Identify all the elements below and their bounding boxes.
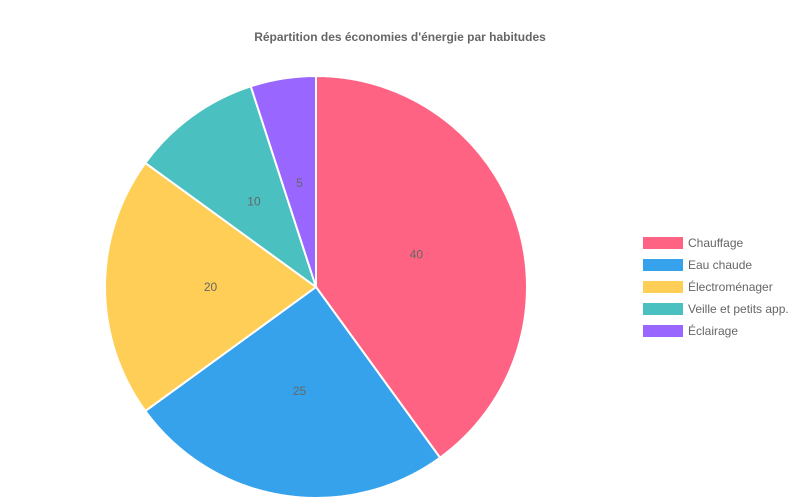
legend: Chauffage Eau chaude Électroménager Veille … [643, 236, 789, 338]
legend-item-veille-et-petits-app[interactable]: Veille et petits app. [643, 302, 789, 316]
pie-slice-electromenager[interactable] [103, 161, 318, 413]
chart-title: Répartition des économies d'énergie par … [254, 30, 546, 44]
pie-slice-chauffage[interactable] [315, 74, 528, 460]
legend-item-chauffage[interactable]: Chauffage [643, 236, 743, 250]
legend-swatch [643, 303, 683, 315]
pie-slice-eclairage[interactable] [249, 74, 317, 288]
slice-value-label: 10 [247, 195, 261, 209]
legend-swatch [643, 281, 683, 293]
slice-value-label: 40 [410, 247, 424, 261]
legend-item-eau-chaude[interactable]: Eau chaude [643, 258, 752, 272]
pie-slices [103, 74, 528, 499]
legend-label: Éclairage [688, 323, 738, 338]
legend-item-electromenager[interactable]: Électroménager [643, 279, 773, 294]
pie-slice-eau-chaude[interactable] [143, 285, 442, 499]
legend-label: Électroménager [688, 279, 773, 294]
slice-value-label: 5 [296, 176, 303, 190]
legend-label: Chauffage [688, 236, 743, 250]
legend-label: Veille et petits app. [688, 302, 789, 316]
legend-swatch [643, 237, 683, 249]
slice-value-labels: 40 25 20 10 5 [204, 176, 424, 398]
legend-item-eclairage[interactable]: Éclairage [643, 323, 738, 338]
slice-value-label: 25 [293, 384, 307, 398]
legend-swatch [643, 259, 683, 271]
legend-label: Eau chaude [688, 258, 752, 272]
legend-swatch [643, 325, 683, 337]
slice-value-label: 20 [204, 280, 218, 294]
pie-slice-veille-et-petits-app[interactable] [143, 85, 318, 290]
